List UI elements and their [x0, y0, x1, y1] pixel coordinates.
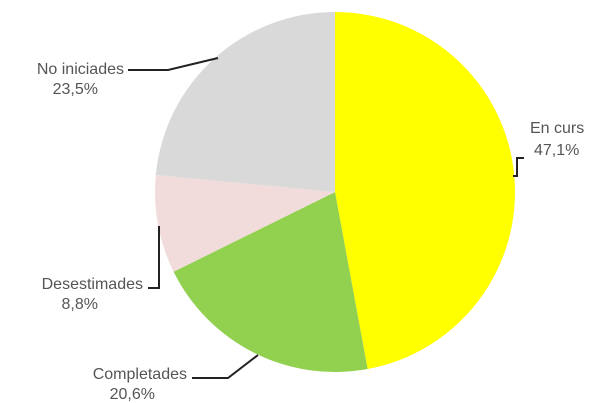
pie-slice-desestimades [155, 175, 335, 272]
slice-label-no-iniciades: No iniciades [37, 61, 124, 78]
leader-line-en-curs [513, 157, 524, 177]
leader-line-desestimades [148, 226, 160, 289]
leader-line-no-iniciades [128, 57, 219, 71]
leader-line-completades [192, 354, 259, 379]
pie-slice-no-iniciades [155, 12, 335, 192]
slice-label-completades: Completades [93, 366, 187, 383]
slice-value-desestimades: 8,8% [62, 296, 98, 313]
slice-label-desestimades: Desestimades [42, 276, 143, 293]
pie-slice-completades [173, 192, 368, 372]
slice-value-no-iniciades: 23,5% [53, 81, 98, 98]
leader-lines [128, 57, 524, 379]
slice-label-en-curs: En curs [530, 120, 584, 137]
pie-slice-en-curs [335, 12, 516, 370]
slice-value-completades: 20,6% [110, 386, 155, 403]
slice-labels: En curs 47,1% Completades 20,6% Desestim… [37, 61, 584, 403]
slice-value-en-curs: 47,1% [534, 142, 579, 159]
pie-slices [155, 12, 516, 372]
